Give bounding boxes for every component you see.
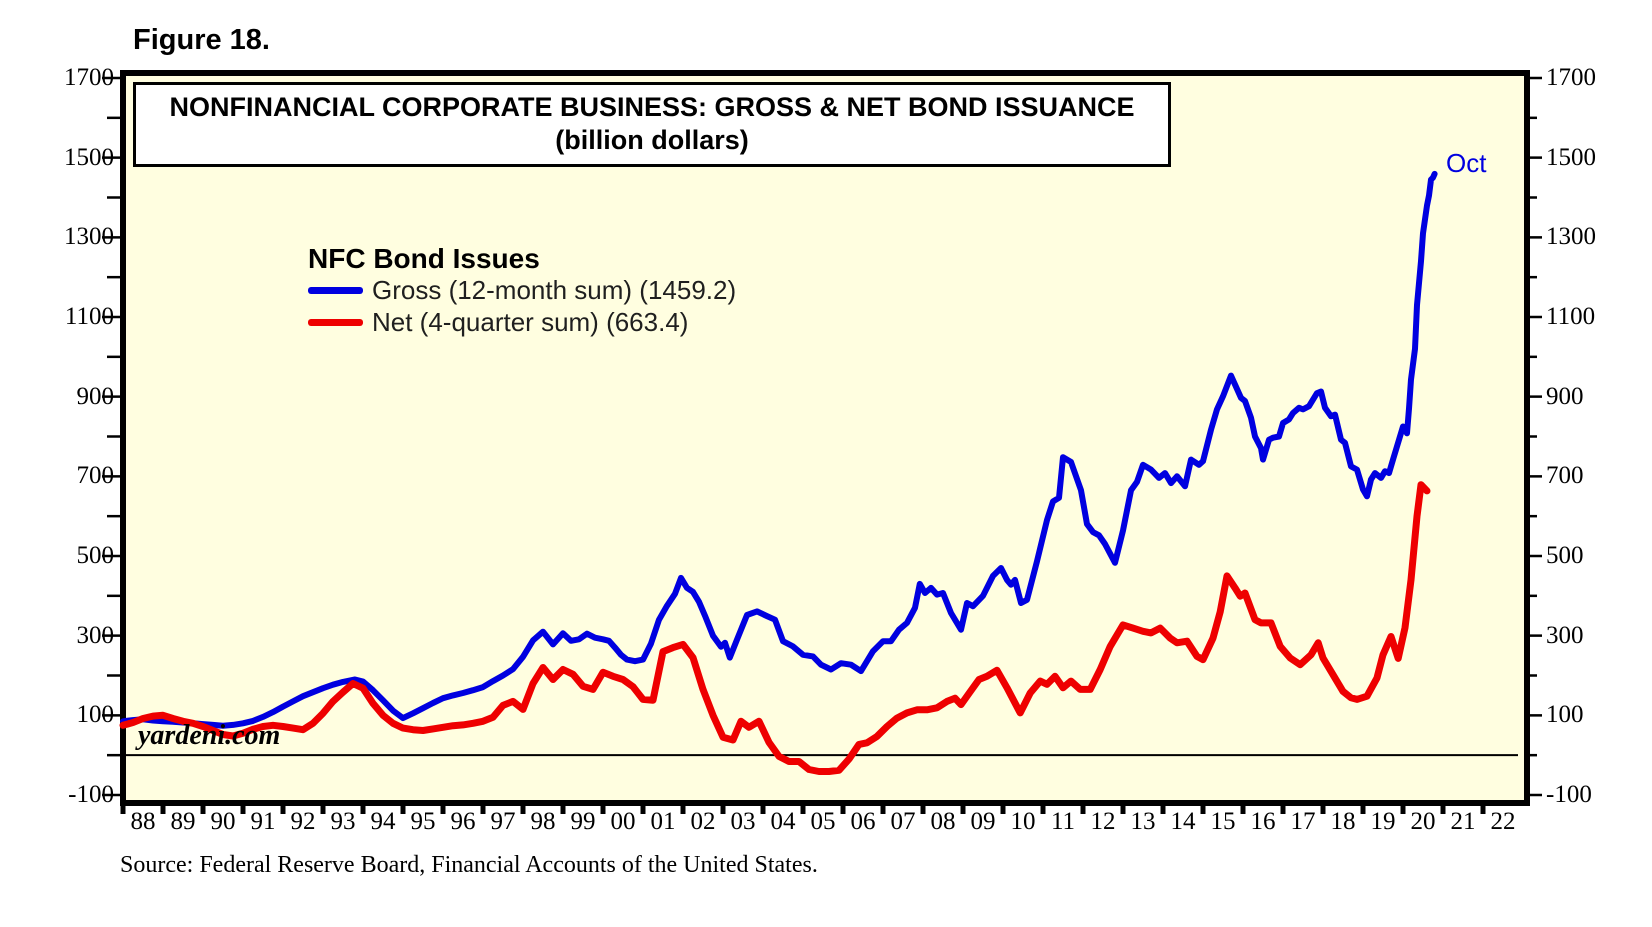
y-axis-label-right: -100 — [1546, 781, 1592, 808]
y-axis-label-left: 100 — [76, 701, 115, 729]
x-axis-label: 05 — [810, 808, 836, 835]
chart-title-box: NONFINANCIAL CORPORATE BUSINESS: GROSS &… — [133, 82, 1171, 167]
x-axis-label: 15 — [1210, 808, 1236, 835]
x-axis-label: 99 — [570, 808, 596, 835]
net-line-swatch — [308, 319, 363, 326]
x-axis-label: 90 — [210, 808, 236, 835]
y-axis-label-right: 1300 — [1546, 223, 1596, 251]
x-axis-label: 91 — [250, 808, 276, 835]
legend-row-net: Net (4-quarter sum) (663.4) — [308, 307, 688, 339]
legend: NFC Bond Issues Gross (12-month sum) (14… — [308, 243, 736, 339]
y-axis-label-left: 1100 — [64, 303, 114, 330]
y-axis-label-left: 300 — [76, 621, 115, 649]
x-axis-label: 19 — [1370, 808, 1396, 835]
x-axis-label: 00 — [610, 808, 636, 835]
x-axis-label: 89 — [170, 808, 196, 835]
y-axis-label-right: 1500 — [1546, 143, 1596, 171]
x-axis-label: 04 — [770, 808, 796, 835]
figure-label: Figure 18. — [133, 24, 270, 56]
y-axis-label-right: 300 — [1546, 621, 1584, 649]
y-axis-label-left: 1500 — [64, 143, 114, 171]
y-axis-label-right: 500 — [1546, 542, 1584, 569]
y-axis-label-right: 1700 — [1546, 64, 1596, 91]
x-axis-label: 21 — [1450, 808, 1476, 835]
legend-row-gross: Gross (12-month sum) (1459.2) — [308, 275, 736, 307]
x-axis-label: 09 — [970, 808, 996, 835]
chart-title: NONFINANCIAL CORPORATE BUSINESS: GROSS &… — [169, 92, 1135, 122]
last-point-annotation: Oct — [1446, 148, 1487, 178]
x-axis-label: 10 — [1010, 808, 1036, 835]
y-axis-label-left: -100 — [68, 781, 114, 808]
plot-area — [120, 70, 1530, 806]
x-axis-label: 11 — [1050, 808, 1076, 835]
x-axis-label: 16 — [1250, 808, 1276, 835]
legend-label-gross: Gross (12-month sum) (1459.2) — [372, 275, 737, 305]
x-axis-label: 92 — [290, 808, 316, 835]
x-axis-label: 07 — [890, 808, 916, 835]
yardeni-watermark: yardeni.com — [138, 720, 281, 751]
x-axis-label: 22 — [1490, 808, 1516, 835]
source-note: Source: Federal Reserve Board, Financial… — [120, 852, 818, 878]
x-axis-label: 96 — [450, 808, 476, 835]
y-axis-label-right: 700 — [1546, 462, 1584, 490]
gross-line-swatch — [308, 287, 363, 294]
x-axis-label: 03 — [730, 808, 756, 835]
x-axis-label: 95 — [410, 808, 436, 835]
y-axis-label-left: 500 — [76, 542, 115, 569]
x-axis-label: 20 — [1410, 808, 1436, 835]
x-axis-label: 18 — [1330, 808, 1356, 835]
y-axis-label-right: 100 — [1546, 701, 1584, 729]
x-axis-label: 06 — [850, 808, 876, 835]
x-axis-label: 17 — [1290, 808, 1316, 835]
x-axis-label: 88 — [130, 808, 156, 835]
x-axis-label: 94 — [370, 808, 396, 835]
chart-subtitle: (billion dollars) — [555, 125, 749, 155]
x-axis-label: 14 — [1170, 808, 1196, 835]
x-axis-label: 93 — [330, 808, 356, 835]
y-axis-label-left: 700 — [76, 462, 115, 490]
x-axis-label: 12 — [1090, 808, 1116, 835]
y-axis-label-left: 1300 — [64, 223, 114, 251]
legend-heading: NFC Bond Issues — [308, 243, 540, 274]
x-axis-label: 97 — [490, 808, 516, 835]
y-axis-label-right: 900 — [1546, 382, 1584, 410]
x-axis-label: 13 — [1130, 808, 1156, 835]
x-axis-label: 98 — [530, 808, 556, 835]
x-axis-label: 02 — [690, 808, 716, 835]
legend-label-net: Net (4-quarter sum) (663.4) — [372, 307, 689, 337]
y-axis-label-right: 1100 — [1546, 303, 1596, 330]
x-axis-label: 08 — [930, 808, 956, 835]
y-axis-label-left: 1700 — [64, 64, 114, 91]
x-axis-label: 01 — [650, 808, 676, 835]
y-axis-label-left: 900 — [76, 382, 115, 410]
